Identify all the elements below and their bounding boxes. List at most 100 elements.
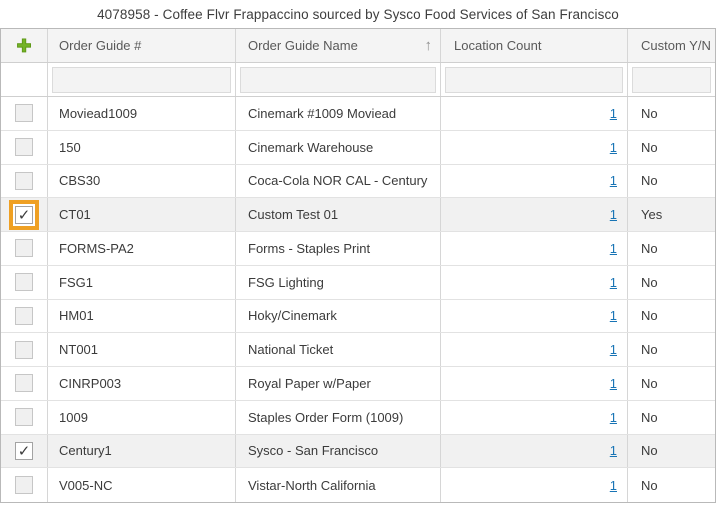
- row-checkbox-cell: [1, 299, 48, 333]
- location-count-link[interactable]: 1: [609, 375, 617, 391]
- location-count-link[interactable]: 1: [609, 477, 617, 493]
- page-title: 4078958 - Coffee Flvr Frappaccino source…: [97, 6, 619, 22]
- location-count-cell: 1: [441, 164, 628, 198]
- checkbox-frame: [15, 273, 33, 292]
- row-checkbox[interactable]: [15, 239, 33, 258]
- location-count-link[interactable]: 1: [609, 274, 617, 290]
- table-row: FORMS-PA2 Forms - Staples Print 1 No: [1, 232, 715, 266]
- order-guide-name-cell: Hoky/Cinemark: [236, 299, 441, 333]
- location-count-cell: 1: [441, 97, 628, 130]
- checkbox-frame: [15, 171, 33, 190]
- sort-ascending-icon: ↑: [424, 37, 433, 54]
- location-count-link[interactable]: 1: [609, 308, 617, 324]
- location-count-link[interactable]: 1: [609, 105, 617, 121]
- column-header-order-guide-number[interactable]: Order Guide #: [48, 29, 236, 62]
- location-count-cell: 1: [441, 130, 628, 164]
- row-checkbox[interactable]: [15, 306, 33, 325]
- location-count-cell: 1: [441, 468, 628, 502]
- location-count-link[interactable]: 1: [609, 409, 617, 425]
- location-count-link[interactable]: 1: [609, 240, 617, 256]
- order-guide-number-cell: HM01: [48, 299, 236, 333]
- custom-yn-cell: No: [641, 308, 658, 324]
- column-header-label: Location Count: [454, 38, 542, 53]
- row-checkbox[interactable]: [15, 476, 33, 495]
- checkbox-frame: [15, 306, 33, 325]
- table-body: Moviead1009 Cinemark #1009 Moviead 1 No 150 C…: [1, 97, 715, 502]
- order-guide-number-cell: Moviead1009: [48, 97, 236, 130]
- row-checkbox[interactable]: [15, 104, 33, 123]
- custom-yn-cell: No: [641, 173, 658, 189]
- filter-input-order-guide-number[interactable]: [52, 66, 231, 93]
- order-guide-name-cell: Custom Test 01: [236, 198, 441, 231]
- add-icon: ✚: [16, 35, 32, 56]
- checkbox-frame: [15, 408, 33, 427]
- row-checkbox[interactable]: [15, 273, 33, 292]
- table-row: Moviead1009 Cinemark #1009 Moviead 1 No: [1, 97, 715, 131]
- location-count-link[interactable]: 1: [609, 342, 617, 358]
- custom-yn-cell: No: [641, 409, 658, 425]
- table-row: V005-NC Vistar-North California 1 No: [1, 468, 715, 502]
- location-count-link[interactable]: 1: [609, 207, 617, 223]
- table-row: 150 Cinemark Warehouse 1 No: [1, 130, 715, 165]
- column-header-custom-yn[interactable]: Custom Y/N: [628, 29, 715, 62]
- row-checkbox-cell: [1, 130, 48, 164]
- checkbox-frame: [15, 239, 33, 258]
- order-guide-number-cell: 150: [48, 130, 236, 164]
- checkbox-frame: [15, 476, 33, 495]
- location-count-link[interactable]: 1: [609, 139, 617, 155]
- order-guide-number-cell: CT01: [48, 198, 236, 231]
- filter-spacer-cell: [1, 63, 48, 96]
- filter-cell: [48, 63, 236, 96]
- table-row: ✓ Century1 Sysco - San Francisco 1 No: [1, 434, 715, 469]
- order-guide-number-cell: NT001: [48, 333, 236, 366]
- row-checkbox[interactable]: [15, 374, 33, 393]
- filter-input-custom-yn[interactable]: [632, 66, 711, 93]
- row-checkbox[interactable]: ✓: [15, 205, 33, 224]
- row-checkbox[interactable]: [15, 408, 33, 427]
- row-checkbox-cell: [1, 97, 48, 130]
- table-row: ✓ CT01 Custom Test 01 1 Yes: [1, 198, 715, 232]
- order-guide-name-cell: Sysco - San Francisco: [236, 434, 441, 468]
- order-guide-name-cell: Staples Order Form (1009): [236, 400, 441, 434]
- row-checkbox-cell: [1, 468, 48, 502]
- custom-yn-cell: No: [641, 105, 658, 121]
- custom-yn-cell: No: [641, 240, 658, 256]
- order-guide-name-cell: Royal Paper w/Paper: [236, 367, 441, 400]
- order-guide-name-cell: FSG Lighting: [236, 265, 441, 299]
- row-checkbox[interactable]: ✓: [15, 441, 33, 460]
- row-checkbox-cell: ✓: [1, 198, 48, 231]
- row-checkbox[interactable]: [15, 340, 33, 359]
- order-guide-number-cell: 1009: [48, 400, 236, 434]
- order-guide-number-cell: FORMS-PA2: [48, 232, 236, 265]
- column-header-label: Custom Y/N: [641, 38, 711, 53]
- row-checkbox-cell: [1, 232, 48, 265]
- checkbox-frame: [15, 104, 33, 123]
- filter-cell: [236, 63, 441, 96]
- row-checkbox-cell: [1, 265, 48, 299]
- table-filter-row: [1, 63, 715, 97]
- location-count-link[interactable]: 1: [609, 443, 617, 459]
- filter-input-order-guide-name[interactable]: [240, 66, 436, 93]
- location-count-cell: 1: [441, 198, 628, 231]
- location-count-cell: 1: [441, 400, 628, 434]
- order-guide-name-cell: Forms - Staples Print: [236, 232, 441, 265]
- location-count-cell: 1: [441, 333, 628, 366]
- custom-yn-cell: No: [641, 139, 658, 155]
- table-header-row: ✚ Order Guide # Order Guide Name ↑ Locat…: [1, 29, 715, 63]
- order-guide-name-cell: National Ticket: [236, 333, 441, 366]
- column-header-location-count[interactable]: Location Count: [441, 29, 628, 62]
- filter-cell: [628, 63, 715, 96]
- order-guide-name-cell: Cinemark Warehouse: [236, 130, 441, 164]
- checkbox-frame: [15, 138, 33, 157]
- column-header-label: Order Guide Name: [248, 38, 358, 53]
- order-guide-name-cell: Vistar-North California: [236, 468, 441, 502]
- order-guide-number-cell: FSG1: [48, 265, 236, 299]
- filter-cell: [441, 63, 628, 96]
- column-header-order-guide-name[interactable]: Order Guide Name ↑: [236, 29, 441, 62]
- row-checkbox-cell: ✓: [1, 434, 48, 468]
- filter-input-location-count[interactable]: [445, 66, 623, 93]
- row-checkbox[interactable]: [15, 171, 33, 190]
- row-checkbox[interactable]: [15, 138, 33, 157]
- location-count-link[interactable]: 1: [609, 173, 617, 189]
- add-row-button[interactable]: ✚: [1, 29, 48, 62]
